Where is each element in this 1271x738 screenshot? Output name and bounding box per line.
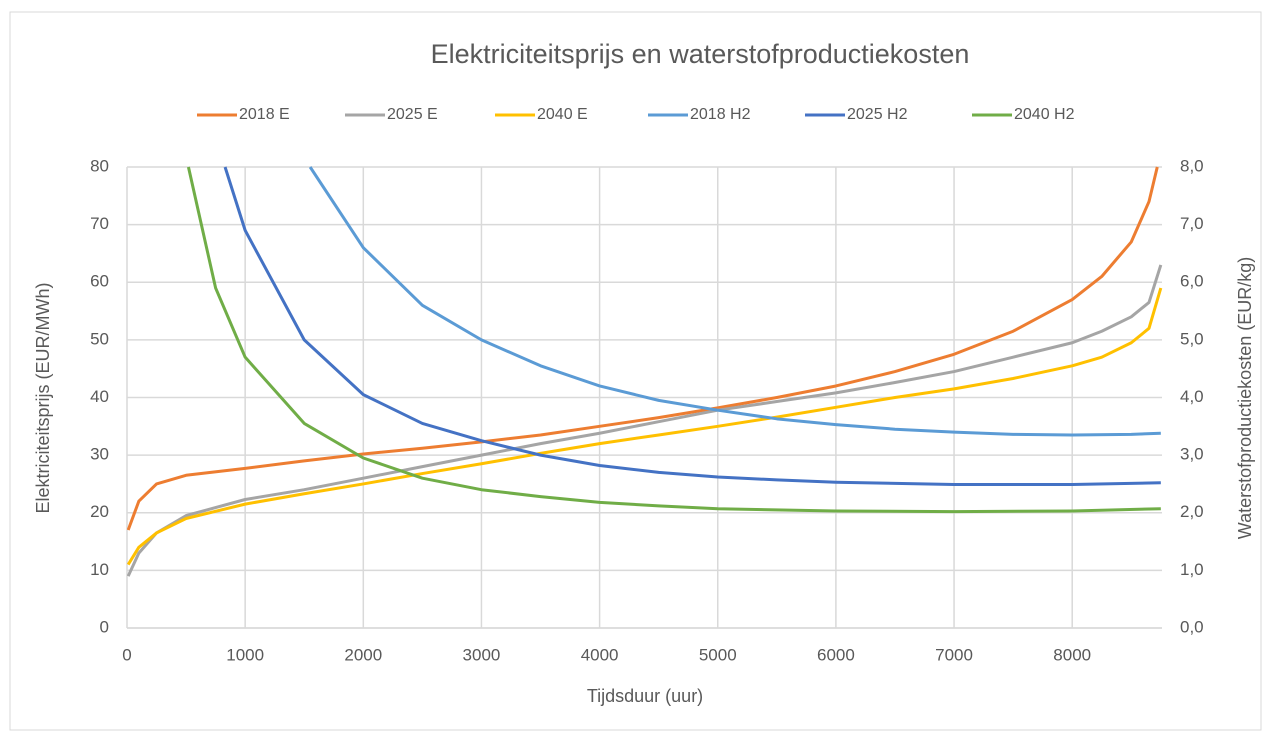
y-tick-label: 40 [90, 387, 109, 406]
y2-tick-label: 8,0 [1180, 156, 1204, 175]
plot-area [127, 166, 1163, 577]
series-line [127, 264, 1163, 577]
y2-tick-label: 7,0 [1180, 214, 1204, 233]
y-tick-label: 50 [90, 329, 109, 348]
legend-label: 2040 E [537, 106, 588, 123]
y-tick-label: 20 [90, 502, 109, 521]
legend-label: 2018 E [239, 106, 290, 123]
series-line [308, 166, 1161, 437]
x-tick-label: 0 [122, 645, 131, 664]
y-tick-label: 10 [90, 560, 109, 579]
x-tick-label: 2000 [344, 645, 382, 664]
legend-label: 2025 E [387, 106, 438, 123]
y2-tick-label: 6,0 [1180, 272, 1204, 291]
legend-label: 2025 H2 [847, 106, 908, 123]
legend-label: 2040 H2 [1014, 106, 1075, 123]
y2-tick-label: 5,0 [1180, 329, 1204, 348]
x-tick-label: 5000 [699, 645, 737, 664]
x-tick-label: 3000 [463, 645, 501, 664]
series-line [223, 166, 1161, 487]
series-line [127, 287, 1163, 566]
y-tick-label: 60 [90, 272, 109, 291]
y2-tick-label: 4,0 [1180, 387, 1204, 406]
y2-axis-label: Waterstofproductiekosten (EUR/kg) [1235, 257, 1255, 539]
y2-tick-label: 2,0 [1180, 502, 1204, 521]
y-tick-label: 70 [90, 214, 109, 233]
y2-tick-label: 0,0 [1180, 617, 1204, 636]
x-tick-label: 8000 [1053, 645, 1091, 664]
y2-tick-label: 1,0 [1180, 560, 1204, 579]
x-tick-label: 6000 [817, 645, 855, 664]
y2-tick-label: 3,0 [1180, 445, 1204, 464]
x-tick-label: 7000 [935, 645, 973, 664]
y-tick-label: 80 [90, 156, 109, 175]
chart-title: Elektriciteitsprijs en waterstofproducti… [431, 39, 970, 69]
x-tick-label: 4000 [581, 645, 619, 664]
legend-label: 2018 H2 [690, 106, 751, 123]
y-tick-label: 0 [100, 617, 109, 636]
series-line [127, 166, 1159, 531]
y-tick-label: 30 [90, 445, 109, 464]
y-axis-label: Elektriciteitsprijs (EUR/MWh) [33, 282, 53, 513]
x-axis-label: Tijdsduur (uur) [587, 686, 703, 706]
x-tick-label: 1000 [226, 645, 264, 664]
series-line [186, 166, 1161, 514]
